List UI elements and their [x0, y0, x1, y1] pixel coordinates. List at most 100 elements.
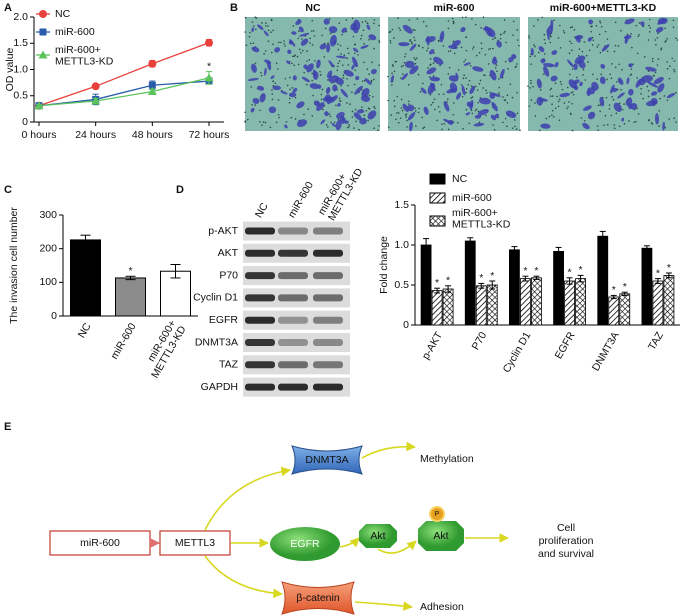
pore [588, 49, 591, 51]
pore [647, 39, 650, 41]
cell [647, 81, 659, 88]
phospho-mark [429, 506, 445, 522]
pore [471, 18, 473, 20]
pore [429, 93, 432, 96]
pore [512, 34, 514, 36]
annotation: * [435, 277, 439, 289]
pore [252, 42, 255, 45]
pore [347, 64, 350, 66]
blot-row-label: p-AKT [208, 225, 238, 237]
cell [582, 122, 590, 130]
pore [582, 74, 584, 76]
pore [626, 33, 629, 36]
cell [291, 31, 297, 35]
pore [604, 30, 607, 33]
pore [275, 62, 278, 64]
pore [615, 112, 618, 115]
cell [409, 65, 419, 75]
cell [316, 102, 325, 111]
pore [495, 64, 498, 66]
pore [566, 86, 569, 89]
cell [490, 92, 501, 97]
pore [264, 50, 267, 52]
pore [499, 33, 502, 36]
pore [417, 111, 420, 114]
pore [474, 85, 477, 88]
pore [303, 113, 305, 116]
pore [658, 110, 661, 112]
pore [390, 114, 393, 116]
pore [484, 74, 486, 77]
cell [600, 63, 606, 69]
pore [638, 22, 641, 24]
cell [499, 68, 505, 79]
cell [430, 82, 436, 91]
cell [296, 101, 305, 109]
pore [504, 117, 507, 120]
pore [470, 85, 473, 87]
marker [91, 82, 100, 91]
pore [591, 44, 594, 46]
pore [378, 39, 380, 42]
pore [342, 74, 345, 77]
cell [508, 57, 514, 62]
pore [516, 39, 519, 41]
node-shape [291, 445, 363, 475]
marker [205, 38, 213, 47]
pore [646, 85, 649, 88]
cell [340, 88, 349, 98]
cell [360, 45, 369, 49]
y-axis-title: The invasion cell number [8, 207, 20, 324]
cell [546, 28, 550, 41]
cell [628, 88, 634, 96]
annotation: * [446, 275, 450, 287]
pore [393, 99, 396, 102]
pore [511, 127, 514, 130]
pore [569, 26, 572, 29]
pore [595, 24, 598, 27]
pore [465, 36, 468, 38]
pore [528, 105, 531, 107]
pore [284, 45, 286, 47]
pore [419, 90, 422, 93]
pore [467, 83, 470, 86]
pore [554, 82, 557, 84]
pore [566, 107, 568, 110]
pore [378, 41, 381, 43]
pore [660, 48, 662, 51]
pore [635, 120, 637, 123]
pore [541, 16, 544, 19]
pore [610, 114, 613, 117]
pore [504, 99, 507, 102]
pore [413, 57, 415, 59]
pore [636, 52, 639, 55]
cell [451, 40, 461, 47]
pore [551, 114, 553, 116]
pore [608, 108, 611, 110]
x-tick-label: 48 hours [132, 129, 173, 141]
pore [296, 55, 299, 58]
pore [271, 93, 274, 95]
annotation: * [667, 262, 671, 274]
pore [606, 50, 609, 53]
pore [647, 95, 650, 98]
annotation: * [568, 267, 572, 279]
cell [333, 40, 337, 45]
cell [469, 99, 474, 111]
cell [587, 37, 593, 42]
pore [368, 38, 370, 41]
pore [365, 109, 368, 112]
pore [471, 96, 474, 98]
y-tick-label: 1.0 [13, 63, 28, 75]
pore [323, 56, 326, 58]
pore [357, 54, 359, 56]
pore [320, 73, 322, 76]
pore [673, 117, 675, 120]
pore [373, 78, 375, 81]
cell [402, 103, 409, 112]
pore [515, 63, 518, 65]
pore [465, 88, 468, 90]
pore [297, 63, 300, 66]
pore [604, 114, 607, 117]
cell [439, 30, 445, 43]
